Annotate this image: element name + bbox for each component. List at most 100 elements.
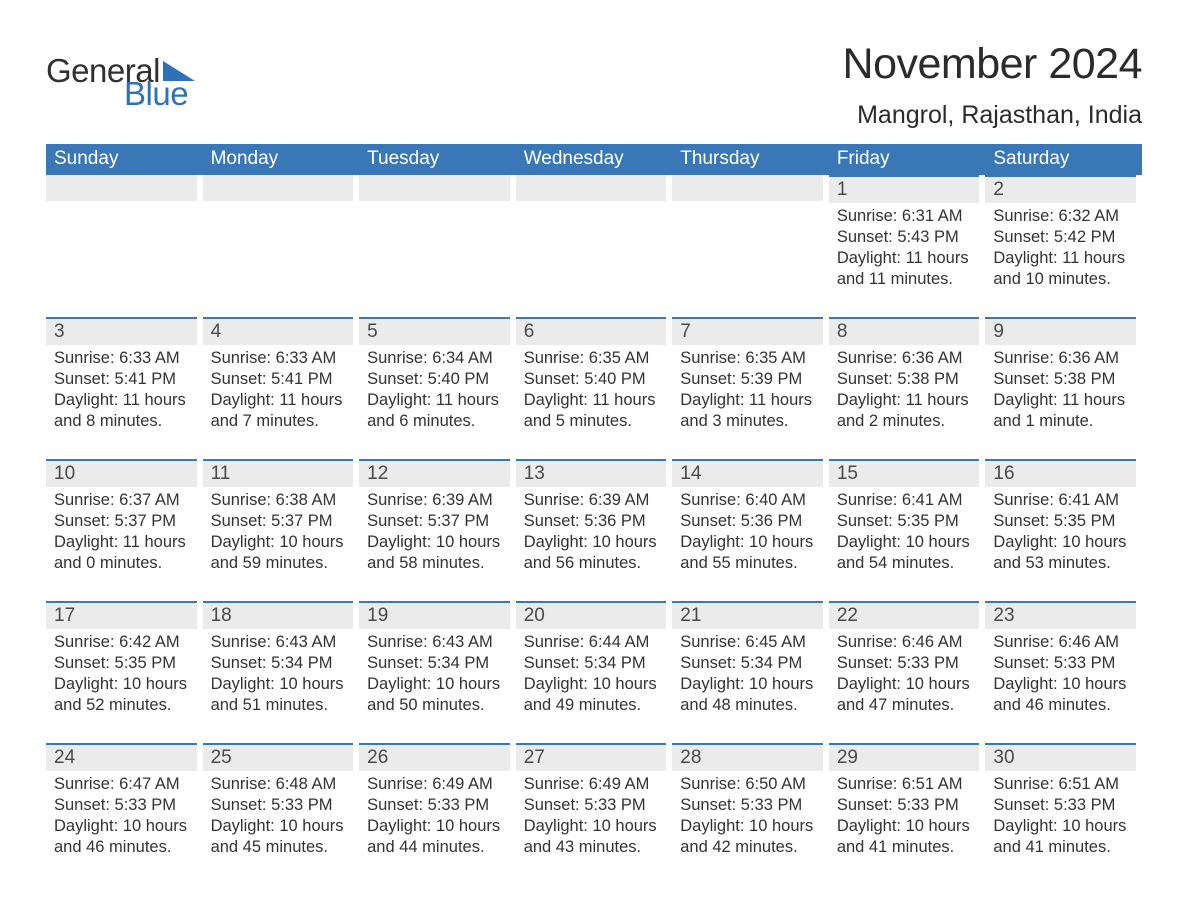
calendar-week-row: 3Sunrise: 6:33 AMSunset: 5:41 PMDaylight… <box>46 317 1142 459</box>
location-label: Mangrol, Rajasthan, India <box>843 101 1142 130</box>
calendar-cell: 15Sunrise: 6:41 AMSunset: 5:35 PMDayligh… <box>829 459 986 601</box>
daylight-text: Daylight: 10 hours and 43 minutes. <box>524 816 665 858</box>
sunset-text: Sunset: 5:34 PM <box>524 653 665 674</box>
sunrise-text: Sunrise: 6:43 AM <box>211 632 352 653</box>
daylight-text: Daylight: 11 hours and 5 minutes. <box>524 390 665 432</box>
sunrise-text: Sunrise: 6:37 AM <box>54 490 195 511</box>
day-details: Sunrise: 6:36 AMSunset: 5:38 PMDaylight:… <box>829 348 980 432</box>
day-number: 17 <box>46 601 197 629</box>
day-number: 30 <box>985 743 1136 771</box>
daylight-text: Daylight: 10 hours and 59 minutes. <box>211 532 352 574</box>
weekday-header: Thursday <box>672 144 829 175</box>
sunset-text: Sunset: 5:33 PM <box>837 795 978 816</box>
sunrise-text: Sunrise: 6:35 AM <box>524 348 665 369</box>
day-number: 24 <box>46 743 197 771</box>
sunset-text: Sunset: 5:35 PM <box>837 511 978 532</box>
calendar-cell: 2Sunrise: 6:32 AMSunset: 5:42 PMDaylight… <box>985 175 1142 317</box>
weekday-header: Monday <box>203 144 360 175</box>
day-details: Sunrise: 6:47 AMSunset: 5:33 PMDaylight:… <box>46 774 197 858</box>
day-number <box>46 175 197 201</box>
sunrise-text: Sunrise: 6:36 AM <box>993 348 1134 369</box>
sunset-text: Sunset: 5:33 PM <box>524 795 665 816</box>
day-details: Sunrise: 6:44 AMSunset: 5:34 PMDaylight:… <box>516 632 667 716</box>
calendar-cell <box>203 175 360 317</box>
day-number: 13 <box>516 459 667 487</box>
calendar-cell: 4Sunrise: 6:33 AMSunset: 5:41 PMDaylight… <box>203 317 360 459</box>
day-number: 1 <box>829 175 980 203</box>
sunset-text: Sunset: 5:38 PM <box>837 369 978 390</box>
day-number: 21 <box>672 601 823 629</box>
sunrise-text: Sunrise: 6:33 AM <box>54 348 195 369</box>
calendar-cell <box>46 175 203 317</box>
calendar-cell: 26Sunrise: 6:49 AMSunset: 5:33 PMDayligh… <box>359 743 516 885</box>
day-details: Sunrise: 6:49 AMSunset: 5:33 PMDaylight:… <box>359 774 510 858</box>
calendar-table: Sunday Monday Tuesday Wednesday Thursday… <box>46 144 1142 885</box>
day-details: Sunrise: 6:33 AMSunset: 5:41 PMDaylight:… <box>46 348 197 432</box>
calendar-cell: 24 Sunrise: 6:47 AMSunset: 5:33 PMDayligh… <box>46 743 203 885</box>
day-number: 27 <box>516 743 667 771</box>
sunset-text: Sunset: 5:34 PM <box>367 653 508 674</box>
sunset-text: Sunset: 5:33 PM <box>367 795 508 816</box>
day-details: Sunrise: 6:40 AMSunset: 5:36 PMDaylight:… <box>672 490 823 574</box>
sunrise-text: Sunrise: 6:33 AM <box>211 348 352 369</box>
sunset-text: Sunset: 5:35 PM <box>54 653 195 674</box>
sunrise-text: Sunrise: 6:34 AM <box>367 348 508 369</box>
sunset-text: Sunset: 5:41 PM <box>54 369 195 390</box>
day-details: Sunrise: 6:51 AMSunset: 5:33 PMDaylight:… <box>829 774 980 858</box>
sunrise-text: Sunrise: 6:51 AM <box>993 774 1134 795</box>
calendar-cell <box>516 175 673 317</box>
sunrise-text: Sunrise: 6:46 AM <box>993 632 1134 653</box>
sunset-text: Sunset: 5:42 PM <box>993 227 1134 248</box>
day-details: Sunrise: 6:43 AMSunset: 5:34 PMDaylight:… <box>203 632 354 716</box>
sunset-text: Sunset: 5:35 PM <box>993 511 1134 532</box>
day-number: 6 <box>516 317 667 345</box>
daylight-text: Daylight: 10 hours and 46 minutes. <box>54 816 195 858</box>
calendar-cell: 23Sunrise: 6:46 AMSunset: 5:33 PMDayligh… <box>985 601 1142 743</box>
sunset-text: Sunset: 5:33 PM <box>54 795 195 816</box>
daylight-text: Daylight: 10 hours and 58 minutes. <box>367 532 508 574</box>
sunset-text: Sunset: 5:33 PM <box>837 653 978 674</box>
daylight-text: Daylight: 10 hours and 51 minutes. <box>211 674 352 716</box>
sunset-text: Sunset: 5:33 PM <box>993 795 1134 816</box>
sunset-text: Sunset: 5:33 PM <box>680 795 821 816</box>
day-details: Sunrise: 6:45 AMSunset: 5:34 PMDaylight:… <box>672 632 823 716</box>
daylight-text: Daylight: 10 hours and 42 minutes. <box>680 816 821 858</box>
day-number: 29 <box>829 743 980 771</box>
calendar-cell <box>672 175 829 317</box>
sunrise-text: Sunrise: 6:50 AM <box>680 774 821 795</box>
sunrise-text: Sunrise: 6:38 AM <box>211 490 352 511</box>
day-number: 22 <box>829 601 980 629</box>
daylight-text: Daylight: 10 hours and 44 minutes. <box>367 816 508 858</box>
calendar-cell: 1Sunrise: 6:31 AMSunset: 5:43 PMDaylight… <box>829 175 986 317</box>
sunrise-text: Sunrise: 6:40 AM <box>680 490 821 511</box>
daylight-text: Daylight: 10 hours and 56 minutes. <box>524 532 665 574</box>
brand-logo: General Blue <box>46 54 195 110</box>
day-details: Sunrise: 6:34 AMSunset: 5:40 PMDaylight:… <box>359 348 510 432</box>
daylight-text: Daylight: 10 hours and 53 minutes. <box>993 532 1134 574</box>
sunset-text: Sunset: 5:37 PM <box>367 511 508 532</box>
day-number: 4 <box>203 317 354 345</box>
sunset-text: Sunset: 5:40 PM <box>524 369 665 390</box>
sunset-text: Sunset: 5:34 PM <box>680 653 821 674</box>
calendar-week-row: 1Sunrise: 6:31 AMSunset: 5:43 PMDaylight… <box>46 175 1142 317</box>
calendar-cell: 9Sunrise: 6:36 AMSunset: 5:38 PMDaylight… <box>985 317 1142 459</box>
day-details: Sunrise: 6:49 AMSunset: 5:33 PMDaylight:… <box>516 774 667 858</box>
day-details: Sunrise: 6:50 AMSunset: 5:33 PMDaylight:… <box>672 774 823 858</box>
daylight-text: Daylight: 10 hours and 49 minutes. <box>524 674 665 716</box>
calendar-cell: 18Sunrise: 6:43 AMSunset: 5:34 PMDayligh… <box>203 601 360 743</box>
day-details: Sunrise: 6:37 AMSunset: 5:37 PMDaylight:… <box>46 490 197 574</box>
day-number <box>359 175 510 201</box>
day-details: Sunrise: 6:48 AMSunset: 5:33 PMDaylight:… <box>203 774 354 858</box>
calendar-cell: 30Sunrise: 6:51 AMSunset: 5:33 PMDayligh… <box>985 743 1142 885</box>
daylight-text: Daylight: 10 hours and 52 minutes. <box>54 674 195 716</box>
day-number <box>203 175 354 201</box>
calendar-cell: 13Sunrise: 6:39 AMSunset: 5:36 PMDayligh… <box>516 459 673 601</box>
calendar-cell: 8Sunrise: 6:36 AMSunset: 5:38 PMDaylight… <box>829 317 986 459</box>
sunrise-text: Sunrise: 6:41 AM <box>837 490 978 511</box>
day-number <box>672 175 823 201</box>
weekday-header: Tuesday <box>359 144 516 175</box>
calendar-cell: 17Sunrise: 6:42 AMSunset: 5:35 PMDayligh… <box>46 601 203 743</box>
day-number: 28 <box>672 743 823 771</box>
calendar-cell: 27 Sunrise: 6:49 AMSunset: 5:33 PMDayligh… <box>516 743 673 885</box>
calendar-cell: 19Sunrise: 6:43 AMSunset: 5:34 PMDayligh… <box>359 601 516 743</box>
